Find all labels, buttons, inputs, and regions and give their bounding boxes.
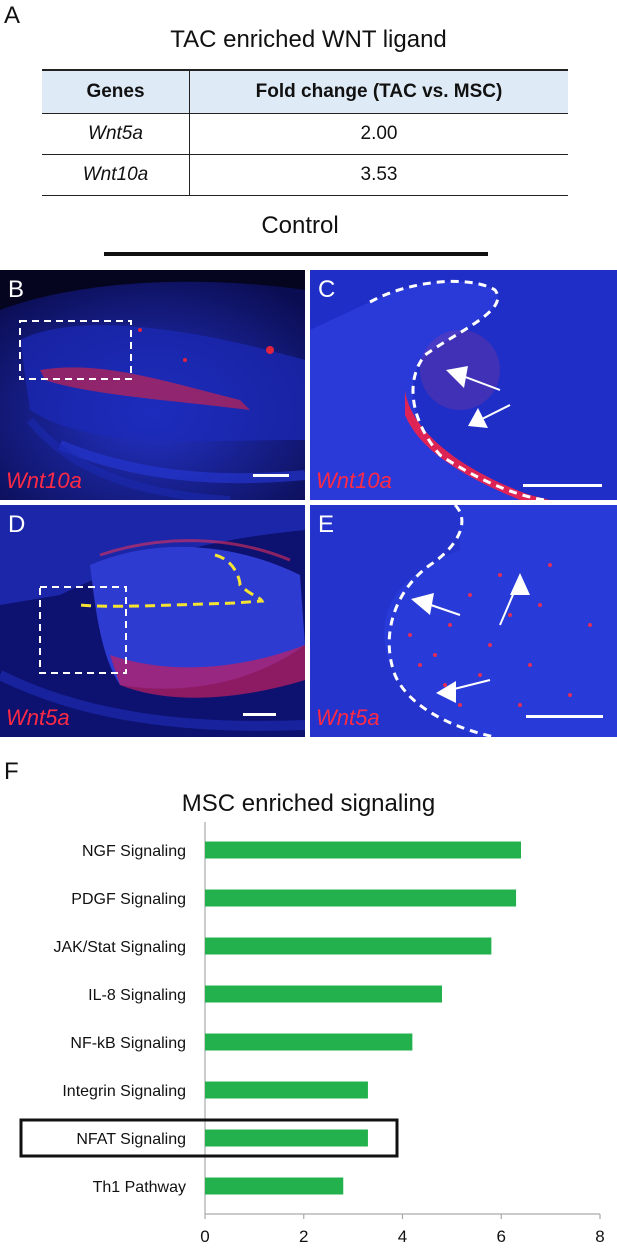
category-label: Th1 Pathway bbox=[93, 1179, 186, 1196]
gene-label-e: Wnt5a bbox=[316, 705, 380, 730]
scale-bar bbox=[523, 484, 602, 487]
tissue-image-d bbox=[0, 505, 305, 737]
micrograph-e: E Wnt5a bbox=[310, 505, 617, 737]
category-label: Integrin Signaling bbox=[62, 1083, 186, 1100]
panel-letter-e: E bbox=[318, 511, 335, 538]
fold-change-table: Genes Fold change (TAC vs. MSC) Wnt5a 2.… bbox=[42, 69, 568, 196]
panel-letter-c: C bbox=[318, 276, 336, 303]
panel-letter-b: B bbox=[8, 276, 25, 303]
gene-label-d: Wnt5a bbox=[6, 705, 70, 730]
bar bbox=[205, 889, 517, 907]
fold-cell: 2.00 bbox=[189, 113, 568, 155]
category-label: NFAT Signaling bbox=[76, 1131, 186, 1148]
category-label: NGF Signaling bbox=[82, 843, 186, 860]
x-tick-label: 4 bbox=[398, 1227, 407, 1246]
category-label: NF-kB Signaling bbox=[70, 1035, 186, 1052]
gene-label-b: Wnt10a bbox=[6, 468, 82, 493]
tissue-image-b bbox=[0, 270, 305, 500]
micrograph-b: B Wnt10a bbox=[0, 270, 305, 500]
category-label: PDGF Signaling bbox=[71, 891, 186, 908]
header-fold-change: Fold change (TAC vs. MSC) bbox=[189, 69, 568, 114]
bar bbox=[205, 841, 521, 859]
panel-letter-d: D bbox=[8, 511, 26, 538]
category-label: IL-8 Signaling bbox=[88, 987, 186, 1004]
bar bbox=[205, 1177, 344, 1195]
table-row: Wnt5a 2.00 bbox=[42, 113, 568, 155]
tissue-image-c bbox=[310, 270, 617, 500]
tissue-image-e bbox=[310, 505, 617, 737]
highlight-box bbox=[19, 1118, 399, 1158]
category-label: JAK/Stat Signaling bbox=[53, 939, 186, 956]
header-genes: Genes bbox=[42, 69, 190, 114]
panel-letter-a: A bbox=[4, 2, 21, 29]
gene-cell: Wnt10a bbox=[42, 154, 190, 196]
bar bbox=[205, 1129, 368, 1147]
control-label: Control bbox=[261, 212, 339, 239]
bar bbox=[205, 1081, 368, 1099]
table-header-row: Genes Fold change (TAC vs. MSC) bbox=[42, 69, 568, 114]
fold-cell: 3.53 bbox=[189, 154, 568, 196]
bar bbox=[205, 1033, 413, 1051]
micrograph-c: C Wnt10a bbox=[310, 270, 617, 500]
bar bbox=[205, 985, 442, 1003]
gene-label-c: Wnt10a bbox=[316, 468, 392, 493]
table-row: Wnt10a 3.53 bbox=[42, 154, 568, 196]
bar bbox=[205, 937, 492, 955]
x-tick-label: 2 bbox=[299, 1227, 308, 1246]
scale-bar bbox=[253, 474, 289, 477]
x-tick-label: 0 bbox=[200, 1227, 209, 1246]
x-tick-label: 8 bbox=[595, 1227, 604, 1246]
control-underline bbox=[104, 252, 488, 256]
chart-title: MSC enriched signaling bbox=[181, 790, 436, 817]
scale-bar bbox=[243, 713, 276, 716]
micrograph-d: D Wnt5a bbox=[0, 505, 305, 737]
table-title: TAC enriched WNT ligand bbox=[170, 26, 447, 53]
scale-bar bbox=[526, 715, 603, 718]
panel-letter-f: F bbox=[4, 758, 19, 785]
x-tick-label: 6 bbox=[497, 1227, 506, 1246]
gene-cell: Wnt5a bbox=[42, 113, 190, 155]
